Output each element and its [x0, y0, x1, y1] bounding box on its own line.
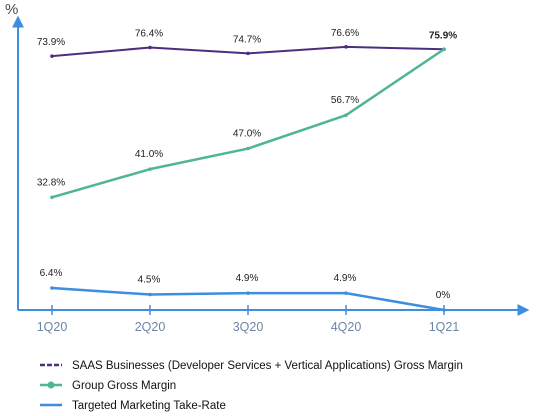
data-point [50, 195, 54, 200]
data-point [246, 291, 250, 295]
legend-label: SAAS Businesses (Developer Services + Ve… [72, 360, 463, 372]
legend-item-1: SAAS Businesses (Developer Services + Ve… [40, 360, 463, 372]
data-point [246, 146, 250, 151]
series-line-2 [51, 48, 445, 199]
x-tick-label: 1Q20 [37, 320, 68, 334]
data-label: 4.9% [236, 273, 259, 284]
legend-label: Targeted Marketing Take-Rate [72, 400, 226, 412]
legend-item-2: Group Gross Margin [40, 380, 176, 392]
data-label: 76.6% [331, 28, 359, 39]
legend-marker [47, 381, 55, 389]
data-label: 4.9% [334, 273, 357, 284]
data-label: 6.4% [40, 268, 63, 279]
data-label: 41.0% [135, 149, 163, 160]
data-point [50, 286, 54, 290]
data-point [148, 167, 152, 171]
data-label: 32.8% [37, 177, 65, 188]
data-label: 74.7% [233, 34, 261, 45]
data-point [246, 51, 250, 56]
data-label: 56.7% [331, 95, 359, 106]
legend-item-3: Targeted Marketing Take-Rate [40, 400, 226, 412]
data-label: 73.9% [37, 37, 65, 48]
data-point [50, 54, 54, 58]
data-label: 75.9% [429, 30, 457, 41]
data-label: 0% [436, 290, 451, 301]
x-tick-label: 3Q20 [233, 320, 264, 334]
y-axis-label: % [5, 1, 18, 18]
data-point [148, 45, 152, 50]
x-tick-label: 2Q20 [135, 320, 166, 334]
data-label: 47.0% [233, 129, 261, 140]
data-point [148, 292, 152, 297]
data-point [442, 47, 446, 52]
x-tick-label: 4Q20 [331, 320, 362, 334]
x-tick-label: 1Q21 [429, 320, 460, 334]
data-label: 4.5% [138, 275, 161, 286]
data-point [344, 113, 348, 118]
data-point [442, 308, 446, 312]
data-label: 76.4% [135, 29, 163, 40]
legend-label: Group Gross Margin [72, 380, 176, 392]
data-point [344, 291, 348, 295]
data-point [344, 45, 348, 49]
